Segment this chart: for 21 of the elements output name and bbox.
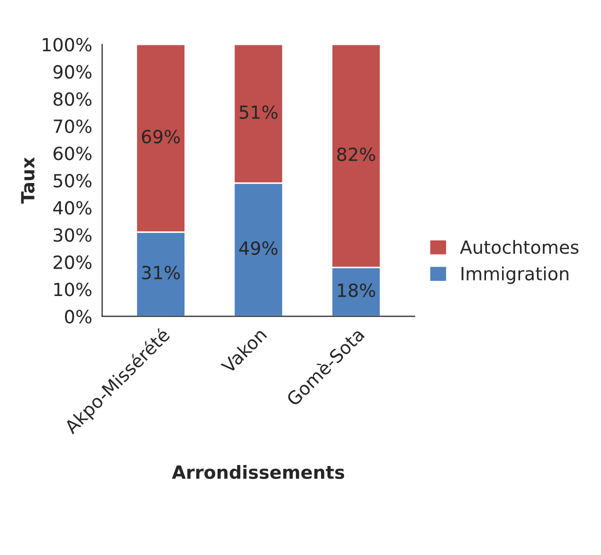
y-tick-label: 60% bbox=[54, 146, 92, 160]
data-label: 31% bbox=[142, 266, 180, 280]
data-label: 18% bbox=[338, 283, 376, 298]
y-tick-label: 0% bbox=[64, 310, 92, 324]
data-label: 69% bbox=[142, 130, 180, 144]
legend-label: Autochtomes bbox=[460, 240, 578, 254]
data-label: 51% bbox=[240, 105, 278, 119]
y-tick-label: 50% bbox=[54, 174, 92, 188]
y-tick-label: 30% bbox=[54, 228, 92, 242]
y-tick-label: 10% bbox=[54, 282, 92, 296]
y-tick-label: 90% bbox=[53, 65, 92, 79]
y-tick-label: 80% bbox=[54, 92, 92, 106]
data-label: 49% bbox=[239, 241, 278, 255]
y-tick-label: 40% bbox=[53, 201, 92, 215]
legend-label: Immigration bbox=[462, 266, 568, 284]
y-axis-title: Taux bbox=[21, 157, 35, 204]
y-tick-label: 70% bbox=[54, 119, 92, 134]
data-label: 82% bbox=[337, 147, 376, 162]
y-tick-label: 20% bbox=[54, 255, 92, 270]
y-tick-label: 100% bbox=[42, 38, 92, 52]
x-axis-title: Arrondissements bbox=[172, 465, 344, 479]
